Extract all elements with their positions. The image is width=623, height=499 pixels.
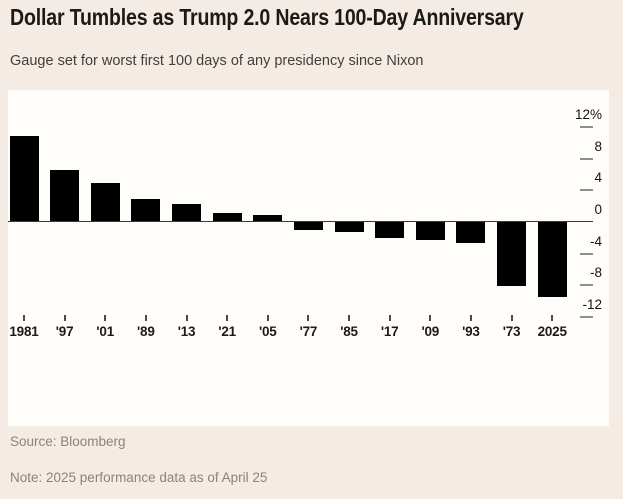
x-axis-tick-2025 xyxy=(551,315,554,321)
bar-1981 xyxy=(9,136,39,221)
x-axis-label-01: '01 xyxy=(96,324,115,339)
x-axis-tick-09 xyxy=(429,315,432,321)
bar-77 xyxy=(293,222,323,231)
y-axis-label--4: -4 xyxy=(589,233,602,249)
y-axis-label-12: 12% xyxy=(574,107,602,123)
page-title-text: Dollar Tumbles as Trump 2.0 Nears 100-Da… xyxy=(10,4,524,30)
x-axis-label-05: '05 xyxy=(258,324,277,339)
x-axis-label-17: '17 xyxy=(380,324,399,339)
y-axis-tick-8 xyxy=(580,157,593,160)
chart-subtitle: Gauge set for worst first 100 days of an… xyxy=(10,53,424,69)
bar-chart-plot-area: 12% 8 4 0 -4 -8 -12 1981 '97 '01 '89 '13 '21 '05 '77 '8… xyxy=(8,90,609,426)
bar-2025 xyxy=(537,222,567,298)
bar-97 xyxy=(50,170,80,221)
x-axis-zero-line xyxy=(8,221,593,223)
bar-93 xyxy=(456,222,486,243)
x-axis-label-89: '89 xyxy=(137,324,155,339)
y-axis-label--8: -8 xyxy=(589,265,602,281)
x-axis-tick-77 xyxy=(307,315,310,321)
bar-09 xyxy=(415,222,445,240)
x-axis-label-85: '85 xyxy=(340,324,358,339)
y-axis-label--12: -12 xyxy=(582,296,602,312)
x-axis-tick-89 xyxy=(144,315,147,321)
y-axis-tick--4 xyxy=(580,252,593,255)
x-axis-tick-17 xyxy=(388,315,391,321)
bar-85 xyxy=(334,222,364,232)
x-axis-label-2025: 2025 xyxy=(537,324,567,339)
x-axis-tick-05 xyxy=(266,315,269,321)
bar-05 xyxy=(253,215,283,221)
page-title: Dollar Tumbles as Trump 2.0 Nears 100-Da… xyxy=(10,4,614,31)
x-axis-label-93: '93 xyxy=(462,324,480,339)
x-axis-tick-13 xyxy=(185,315,188,321)
x-axis-tick-97 xyxy=(63,315,66,321)
y-axis-label-0: 0 xyxy=(594,202,602,217)
y-axis-tick--8 xyxy=(580,284,593,287)
note-caption: Note: 2025 performance data as of April … xyxy=(10,470,268,485)
y-axis-label-4: 4 xyxy=(594,170,602,186)
bar-01 xyxy=(90,183,120,221)
x-axis-label-13: '13 xyxy=(177,324,196,339)
x-axis-tick-93 xyxy=(469,315,472,321)
bar-89 xyxy=(131,198,161,221)
x-axis-label-21: '21 xyxy=(218,324,236,339)
x-axis-label-73: '73 xyxy=(502,324,521,339)
bar-73 xyxy=(497,222,527,287)
y-axis-tick--12 xyxy=(580,315,593,318)
x-axis-label-77: '77 xyxy=(299,324,318,339)
x-axis-tick-85 xyxy=(348,315,351,321)
x-axis-label-1981: 1981 xyxy=(9,324,39,339)
bar-17 xyxy=(375,222,405,238)
y-axis-tick-12 xyxy=(580,126,593,129)
x-axis-tick-01 xyxy=(104,315,107,321)
y-axis-tick-4 xyxy=(580,189,593,192)
y-axis-label-8: 8 xyxy=(594,138,602,154)
x-axis-tick-1981 xyxy=(23,315,25,321)
x-axis-tick-21 xyxy=(226,315,229,321)
x-axis-label-09: '09 xyxy=(421,324,440,339)
source-caption: Source: Bloomberg xyxy=(10,434,126,449)
chart-panel: 12% 8 4 0 -4 -8 -12 1981 '97 '01 '89 '13 '21 '05 '77 '8… xyxy=(8,90,609,426)
bar-21 xyxy=(212,213,242,221)
x-axis-label-97: '97 xyxy=(55,324,74,339)
bar-13 xyxy=(172,203,202,221)
x-axis-tick-73 xyxy=(510,315,513,321)
